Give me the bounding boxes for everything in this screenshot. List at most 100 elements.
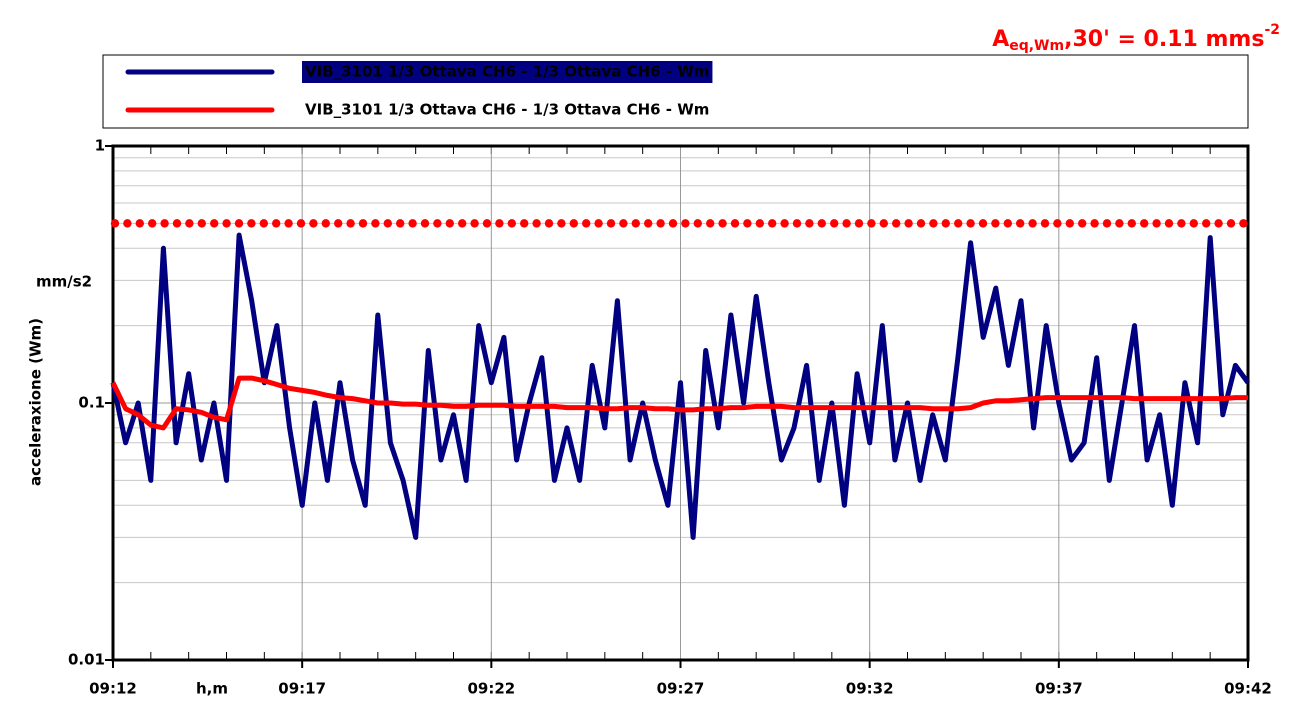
reference-dot [247, 219, 256, 228]
reference-dot [259, 219, 268, 228]
reference-dot [693, 219, 702, 228]
reference-dot [296, 219, 306, 228]
reference-dot [495, 219, 504, 228]
reference-dot [929, 219, 938, 228]
x-tick-label: 09:32 [846, 680, 894, 698]
reference-dot [334, 219, 343, 228]
reference-dot [792, 219, 802, 228]
reference-dot [284, 219, 293, 228]
legend-highlight [302, 61, 713, 83]
reference-dot [755, 219, 764, 228]
legend-label: VIB_3101 1/3 Ottava CH6 - 1/3 Ottava CH6… [305, 101, 709, 119]
reference-dot [854, 219, 864, 228]
reference-dot [1090, 219, 1099, 228]
reference-dot [1016, 219, 1025, 228]
plot-frame [111, 144, 1250, 662]
reference-dot [817, 219, 826, 228]
annotation-sup: -2 [1264, 22, 1280, 38]
reference-dot [706, 219, 715, 228]
reference-dot [210, 219, 219, 228]
reference-dot [532, 219, 541, 228]
annotation-main: A [992, 27, 1009, 52]
reference-dot [470, 219, 479, 228]
reference-dot [644, 219, 653, 228]
x-tick-label: 09:27 [657, 680, 705, 698]
reference-dot [805, 219, 814, 228]
reference-dot [743, 219, 752, 228]
reference-dot [135, 219, 144, 228]
reference-dot [234, 219, 244, 228]
reference-line [110, 219, 1248, 228]
reference-dot [1040, 219, 1050, 228]
reference-dot [1189, 219, 1199, 228]
annotation: Aeq,Wm,30' = 0.11 mms-2 [992, 22, 1280, 54]
reference-dot [1053, 219, 1062, 228]
reference-dot [420, 219, 430, 228]
reference-dot [718, 219, 727, 228]
reference-dot [780, 219, 789, 228]
reference-dot [879, 219, 888, 228]
reference-dot [1102, 219, 1112, 228]
reference-dot [668, 219, 678, 228]
annotation-rest: ,30' = 0.11 mms [1064, 27, 1264, 52]
reference-dot [1115, 219, 1124, 228]
reference-dot [544, 219, 554, 228]
reference-dot [569, 219, 578, 228]
reference-dot [1078, 219, 1087, 228]
x-tick-label: 09:42 [1224, 680, 1272, 698]
reference-dot [1239, 219, 1248, 228]
reference-dot [904, 219, 913, 228]
reference-dot [941, 219, 950, 228]
reference-dot [656, 219, 665, 228]
reference-dot [433, 219, 442, 228]
reference-dot [594, 219, 603, 228]
legend-label: VIB_3101 1/3 Ottava CH6 - 1/3 Ottava CH6… [305, 63, 709, 81]
reference-dot [1028, 219, 1037, 228]
reference-dot [185, 219, 194, 228]
reference-dot [1226, 219, 1236, 228]
reference-dot [954, 219, 963, 228]
reference-dot [1127, 219, 1137, 228]
reference-dot [458, 219, 467, 228]
reference-dot [892, 219, 901, 228]
reference-dot [606, 219, 616, 228]
reference-dot [991, 219, 1000, 228]
reference-dot [619, 219, 628, 228]
reference-dot [346, 219, 355, 228]
reference-dot [867, 219, 876, 228]
x-tick-label: 09:37 [1035, 680, 1083, 698]
reference-dot [1164, 219, 1174, 228]
reference-dot [371, 219, 380, 228]
reference-dot [160, 219, 169, 228]
reference-dot [309, 219, 318, 228]
reference-dot [123, 219, 132, 228]
reference-dot [1177, 219, 1186, 228]
reference-dot [507, 219, 516, 228]
reference-dot [830, 219, 839, 228]
y-tick-label: 1 [95, 137, 105, 155]
reference-dot [1140, 219, 1149, 228]
reference-dot [631, 219, 640, 228]
reference-dot [520, 219, 529, 228]
reference-dot [1202, 219, 1211, 228]
reference-dot [916, 219, 926, 228]
reference-dot [383, 219, 392, 228]
reference-dot [321, 219, 330, 228]
reference-dot [1214, 219, 1223, 228]
y-tick-label: 0.1 [78, 394, 105, 412]
reference-dot [730, 219, 740, 228]
reference-dot [197, 219, 206, 228]
reference-dot [272, 219, 281, 228]
reference-dot [582, 219, 591, 228]
x-tick-label: 09:22 [467, 680, 515, 698]
reference-dot [172, 219, 182, 228]
x-tick-label: 09:17 [278, 680, 326, 698]
reference-dot [148, 219, 157, 228]
reference-dot [557, 219, 566, 228]
series-line [110, 232, 1251, 540]
reference-dot [396, 219, 405, 228]
y-tick-label: 0.01 [68, 651, 105, 669]
reference-dot [445, 219, 454, 228]
x-tick-label: 09:12 [89, 680, 137, 698]
